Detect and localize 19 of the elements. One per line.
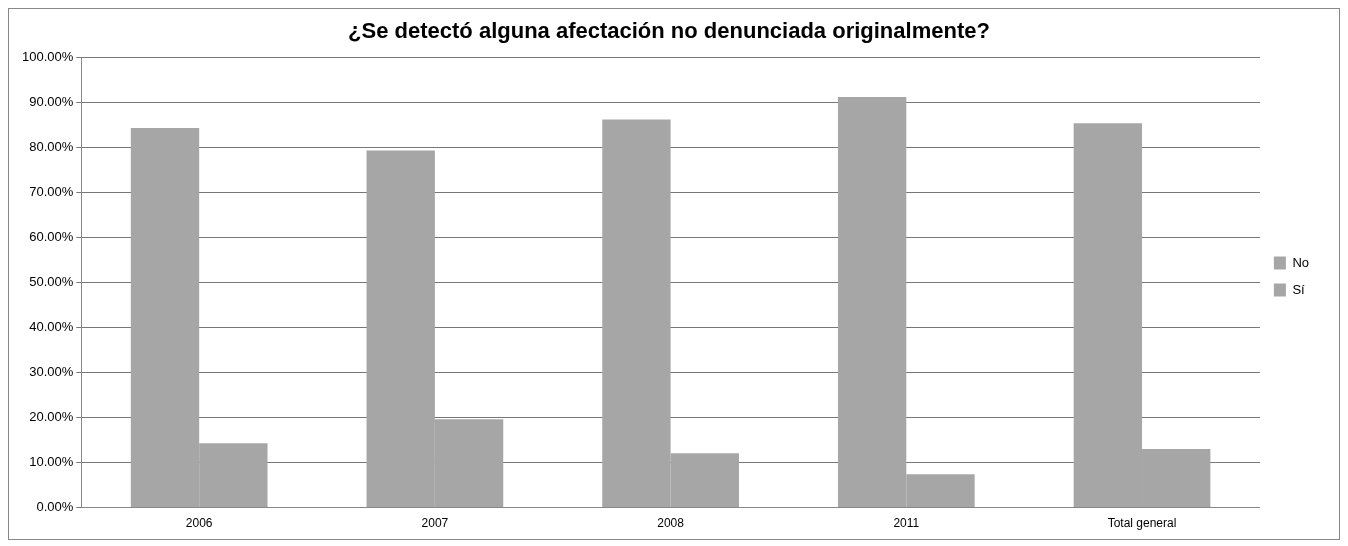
- y-tick-label: 80.00%: [29, 139, 74, 155]
- y-tick-label: 0.00%: [36, 499, 74, 515]
- x-tick-label: Total general: [1107, 516, 1177, 531]
- y-tick-label: 90.00%: [29, 94, 74, 109]
- x-tick-label: 2006: [185, 516, 213, 531]
- x-tick-label: 2007: [421, 516, 449, 531]
- y-tick-label: 20.00%: [29, 409, 74, 425]
- y-tick-label: 10.00%: [29, 454, 74, 470]
- y-tick-label: 40.00%: [29, 319, 74, 335]
- legend-label: Sí: [1292, 281, 1306, 297]
- legend-label: No: [1292, 254, 1310, 270]
- x-tick-label: 2008: [657, 516, 685, 531]
- chart-title: ¿Se detectó alguna afectación no denunciada originalmente?: [348, 18, 990, 44]
- y-tick-label: 100.00%: [21, 48, 74, 64]
- y-tick-label: 50.00%: [29, 274, 74, 290]
- x-tick-label: 2011: [893, 516, 920, 531]
- y-tick-label: 70.00%: [29, 184, 74, 200]
- y-tick-label: 60.00%: [29, 229, 74, 245]
- y-tick-label: 30.00%: [29, 364, 74, 380]
